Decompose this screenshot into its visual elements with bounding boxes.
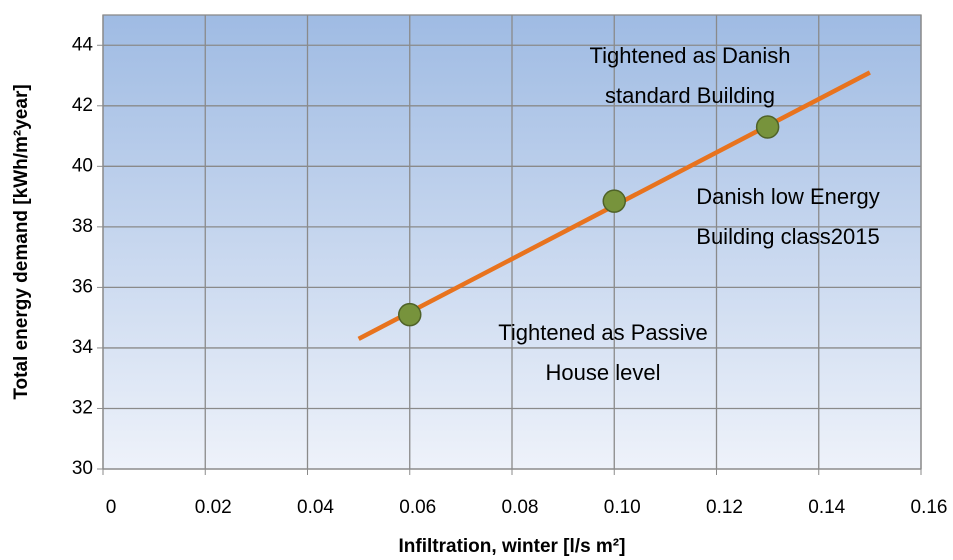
x-tick-label: 0 [106,497,117,518]
annotation: Tightened as Danish [590,43,791,68]
x-axis-label: Infiltration, winter [l/s m²] [399,536,626,557]
data-point [398,302,422,327]
y-tick-label: 34 [72,337,94,358]
y-axis-label: Total energy demand [kWh/m²year] [11,84,32,399]
data-point [755,115,780,139]
data-point [602,189,626,213]
x-tick-label: 0.06 [399,497,436,518]
y-tick-label: 38 [72,216,93,237]
y-tick-label: 32 [72,397,93,418]
x-tick-label: 0.10 [604,497,641,518]
annotation: Danish low Energy [696,184,879,209]
x-tick-label: 0.16 [911,497,948,518]
plot-border [102,14,922,470]
annotation: House level [546,360,661,385]
y-tick-label: 30 [72,458,93,479]
annotation: Building class2015 [696,224,879,249]
x-tick-label: 0.02 [195,497,232,518]
y-tick-label: 40 [72,155,93,176]
x-tick-label: 0.08 [502,497,539,518]
y-tick-label: 36 [72,276,93,297]
y-tick-label: 42 [72,95,93,116]
annotation: standard Building [605,83,775,108]
x-tick-label: 0.12 [706,497,743,518]
y-tick-label: 44 [72,34,94,55]
x-tick-label: 0.04 [297,497,334,518]
annotation: Tightened as Passive [498,320,708,345]
x-tick-label: 0.14 [808,497,845,518]
